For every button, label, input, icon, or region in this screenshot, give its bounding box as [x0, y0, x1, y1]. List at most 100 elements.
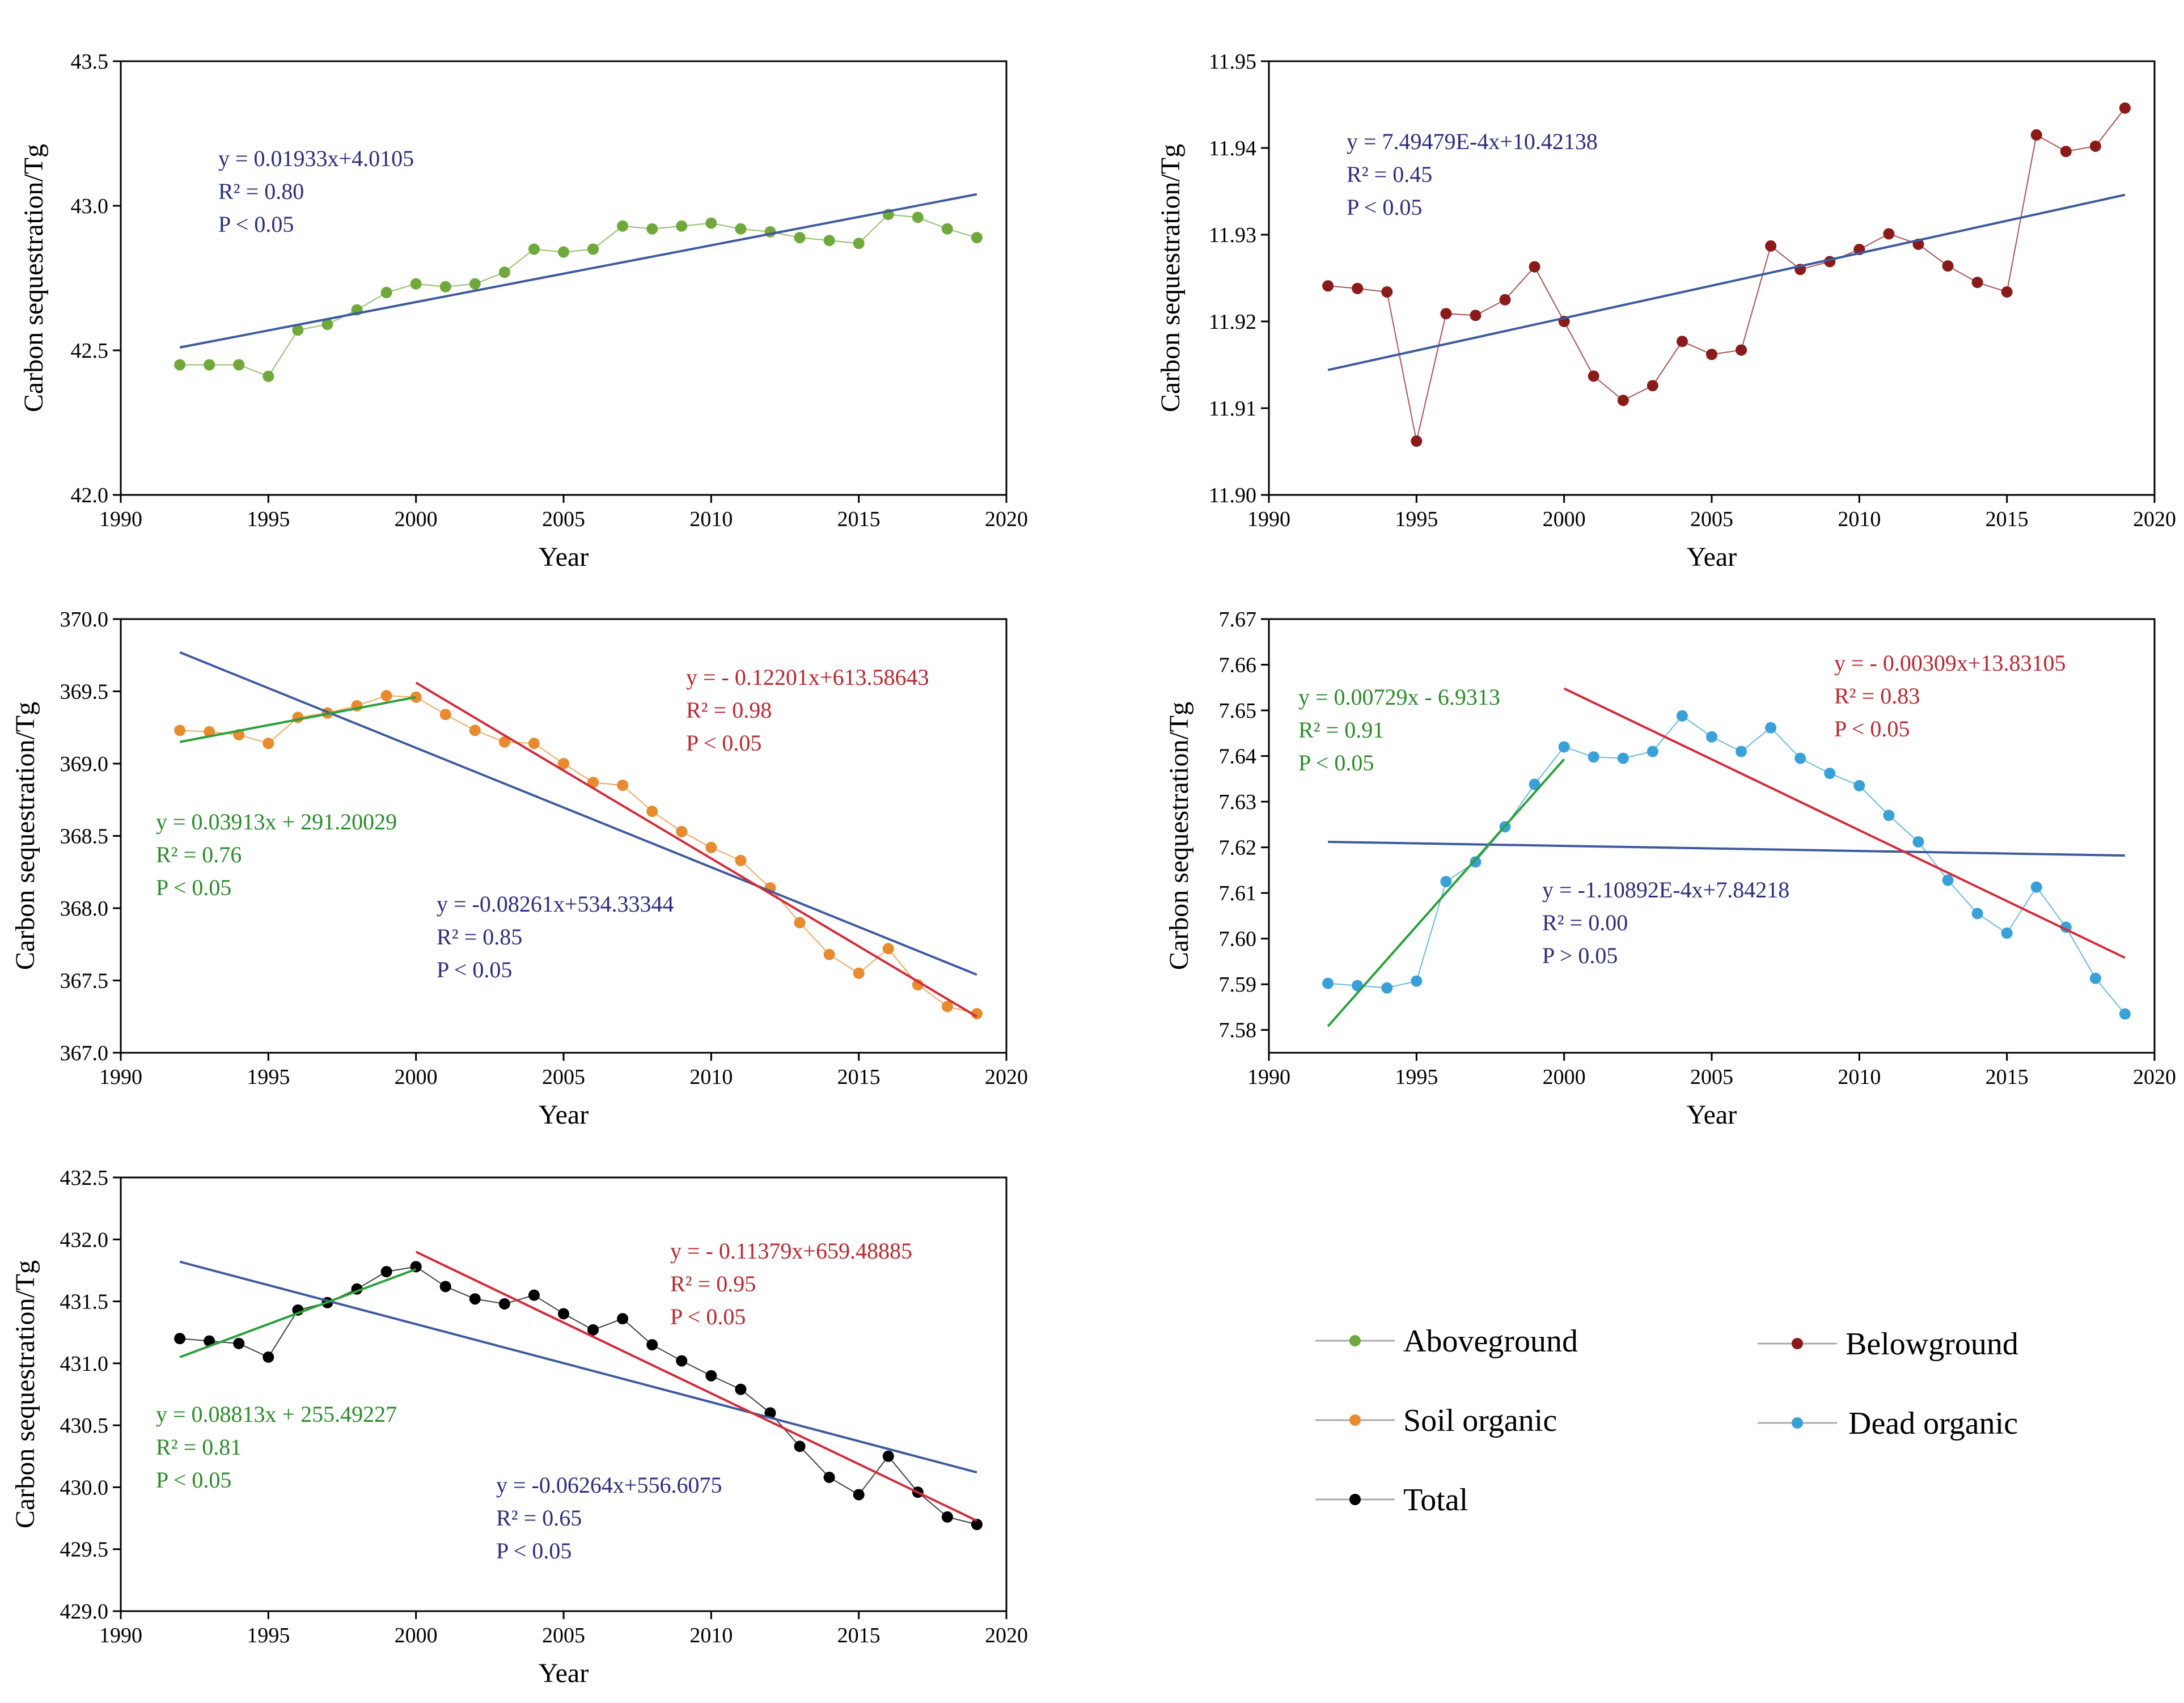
fit-line-red: [415, 681, 977, 1018]
data-point: [705, 1370, 717, 1382]
regression-annotation-line: R² = 0.91: [1298, 717, 1384, 743]
y-tick-label: 43.0: [71, 194, 109, 218]
regression-annotation-line: y = -1.10892E-4x+7.84218: [1542, 877, 1789, 903]
regression-annotation-line: P > 0.05: [1542, 943, 1618, 968]
legend-label-aboveground: Aboveground: [1403, 1324, 1578, 1359]
regression-annotation-line: y = - 0.12201x+613.58643: [686, 664, 929, 690]
y-tick-label: 7.66: [1219, 654, 1257, 677]
data-point: [1706, 349, 1717, 361]
y-tick-label: 7.60: [1219, 927, 1257, 951]
data-point: [646, 1339, 658, 1351]
data-point: [764, 1407, 776, 1419]
legend-item-total: Total: [1315, 1482, 1468, 1518]
data-point: [558, 1308, 569, 1320]
regression-annotation-line: R² = 0.95: [670, 1271, 756, 1297]
data-point: [558, 246, 569, 258]
fit-line-blue: [179, 651, 977, 976]
fit-line-green: [179, 1268, 417, 1358]
data-point: [676, 220, 688, 232]
data-point: [2119, 102, 2131, 114]
y-tick-label: 431.5: [60, 1290, 109, 1314]
data-point: [1470, 856, 1482, 868]
data-point: [1676, 336, 1688, 348]
fit-line-red: [1563, 687, 2126, 959]
fit-line-blue: [1327, 193, 2126, 371]
x-tick-label: 2015: [1986, 507, 2029, 531]
y-tick-label: 7.58: [1219, 1019, 1257, 1043]
data-point: [735, 1383, 747, 1395]
x-tick-label: 2010: [1838, 1065, 1881, 1089]
data-point: [439, 1281, 451, 1293]
data-point: [2089, 972, 2101, 984]
data-point: [174, 725, 186, 736]
y-axis-label: Carbon sequestration/Tg: [19, 144, 49, 412]
data-point: [1706, 731, 1717, 743]
data-point: [587, 1324, 599, 1336]
regression-annotation-line: P < 0.05: [156, 1467, 231, 1493]
data-point: [941, 1511, 953, 1523]
y-tick-label: 43.5: [71, 50, 109, 74]
data-point: [2030, 881, 2042, 893]
chart-panel-aboveground: 1990 1995 2000 2005 2010 2015 2020 42.0 42.5 43.0…: [19, 50, 1028, 572]
charts-layer: 1990 1995 2000 2005 2010 2015 2020 42.0 42.5 43.0…: [10, 50, 2176, 1688]
y-axis-label: Carbon sequestration/Tg: [10, 1260, 40, 1528]
series-line-dead: [1328, 715, 2126, 1015]
data-point: [233, 1337, 245, 1349]
x-tick-label: 2005: [1690, 507, 1733, 531]
legend: Aboveground Belowground Soil organic Dea…: [1315, 1324, 2018, 1518]
regression-annotation-line: y = - 0.00309x+13.83105: [1834, 650, 2066, 676]
data-point: [1617, 752, 1629, 764]
data-point: [469, 1293, 481, 1305]
regression-annotation-line: R² = 0.00: [1542, 910, 1628, 935]
y-axis-label: Carbon sequestration/Tg: [10, 702, 40, 970]
data-point: [204, 1335, 215, 1347]
data-point: [469, 278, 481, 290]
regression-annotation-line: y = 0.01933x+4.0105: [218, 146, 414, 171]
data-point: [971, 232, 983, 244]
x-axis-label: Year: [1687, 542, 1737, 572]
regression-annotation-line: y = -0.06264x+556.6075: [496, 1472, 722, 1498]
data-point: [174, 359, 186, 371]
regression-annotation-line: y = 0.08813x + 255.49227: [156, 1401, 397, 1427]
series-line-soil: [180, 695, 977, 1015]
y-tick-label: 431.0: [60, 1352, 109, 1376]
x-axis-label: Year: [539, 1658, 589, 1688]
legend-item-belowground: Belowground: [1758, 1327, 2018, 1362]
data-point: [794, 232, 806, 244]
data-point: [380, 690, 392, 702]
x-tick-label: 1995: [1395, 507, 1438, 531]
x-tick-label: 2020: [985, 1624, 1028, 1647]
y-tick-label: 429.0: [60, 1600, 109, 1624]
data-point: [705, 841, 717, 853]
data-point: [1529, 261, 1540, 273]
data-point: [617, 220, 629, 232]
legend-marker-belowground: [1792, 1338, 1803, 1349]
x-tick-label: 2020: [985, 1065, 1028, 1089]
data-point: [380, 1266, 392, 1278]
data-point: [528, 243, 540, 255]
regression-annotation-line: P < 0.05: [1834, 716, 1910, 742]
y-tick-label: 370.0: [60, 608, 109, 632]
regression-annotation-line: P < 0.05: [437, 957, 512, 982]
data-point: [823, 1471, 835, 1483]
data-point: [498, 736, 510, 748]
data-point: [439, 281, 451, 293]
y-tick-label: 11.94: [1209, 137, 1256, 160]
data-point: [941, 1001, 953, 1013]
data-point: [823, 948, 835, 960]
legend-marker-aboveground: [1349, 1335, 1361, 1346]
chart-panel-soil: 1990 1995 2000 2005 2010 2015 2020 367.0 367.5 36…: [10, 608, 1028, 1130]
data-point: [2001, 927, 2013, 939]
x-tick-label: 1990: [99, 507, 142, 531]
data-point: [1736, 344, 1747, 356]
data-point: [469, 725, 481, 736]
data-point: [1736, 745, 1747, 757]
x-axis-label: Year: [539, 1100, 589, 1130]
data-point: [617, 1313, 629, 1325]
data-point: [1588, 751, 1599, 763]
data-point: [853, 238, 865, 249]
x-tick-label: 2020: [985, 507, 1028, 531]
x-tick-label: 2015: [837, 507, 881, 531]
data-point: [587, 243, 599, 255]
data-point: [1470, 310, 1482, 321]
